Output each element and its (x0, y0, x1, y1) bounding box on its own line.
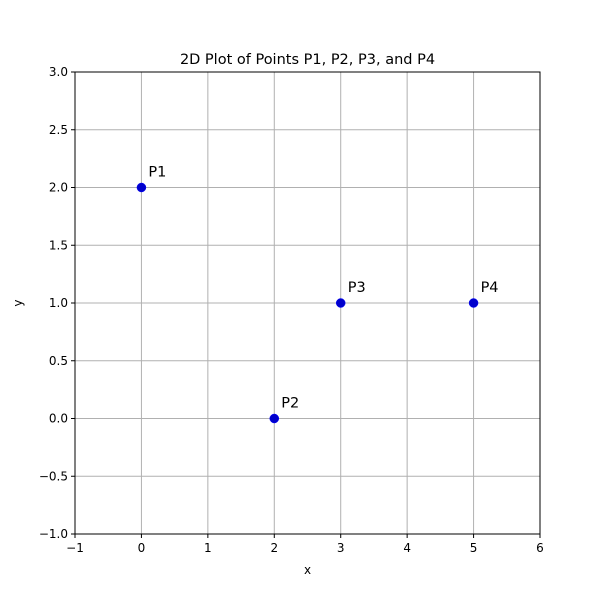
point-label-p1: P1 (148, 165, 166, 181)
x-tick-label: −1 (66, 541, 84, 555)
x-tick-label: 2 (270, 541, 278, 555)
y-tick-label: 0.5 (49, 354, 68, 368)
y-tick-label: 0.0 (49, 412, 68, 426)
point-label-p3: P3 (348, 280, 366, 296)
x-axis-label: x (304, 563, 311, 577)
point-label-p4: P4 (481, 280, 499, 296)
y-axis-label: y (11, 299, 25, 306)
x-tick-label: 5 (470, 541, 478, 555)
point-p3 (335, 298, 346, 308)
chart-title: 2D Plot of Points P1, P2, P3, and P4 (180, 52, 435, 68)
plot-frame (74, 71, 541, 535)
y-tick-label: −0.5 (39, 469, 68, 483)
data-points: P1 P2 P3 P4 (136, 165, 499, 424)
axis-ticks: −1 0 1 2 3 4 5 6 −1.0 −0.5 0.0 0.5 1.0 1.5 2.0 2.5 3.0 (39, 65, 544, 555)
y-tick-label: 1.5 (49, 238, 68, 252)
x-tick-label: 6 (536, 541, 544, 555)
y-tick-label: 2.5 (49, 123, 68, 137)
x-tick-label: 1 (204, 541, 212, 555)
x-tick-label: 0 (138, 541, 146, 555)
y-tick-label: 1.0 (49, 296, 68, 310)
point-label-p2: P2 (281, 396, 299, 412)
x-tick-label: 3 (337, 541, 345, 555)
point-p1 (136, 182, 147, 193)
x-tick-label: 4 (403, 541, 411, 555)
point-p2 (269, 413, 280, 424)
y-tick-label: −1.0 (39, 527, 68, 541)
y-tick-label: 3.0 (49, 65, 68, 79)
y-tick-label: 2.0 (49, 181, 68, 195)
point-p4 (468, 298, 479, 308)
